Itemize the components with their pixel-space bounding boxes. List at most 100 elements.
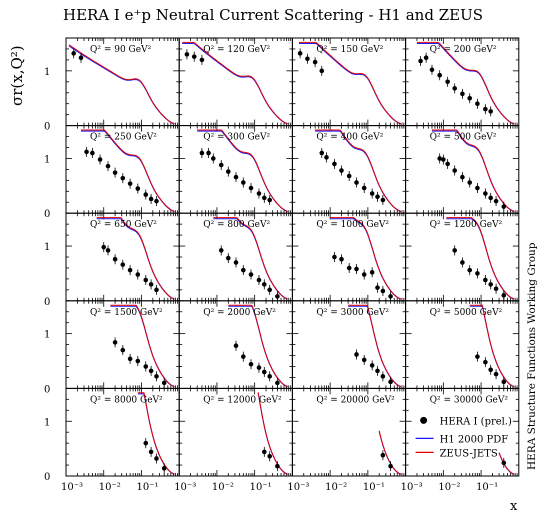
q2-label: Q² = 650 GeV²: [90, 220, 157, 230]
data-point: [256, 365, 262, 370]
data-point: [460, 260, 465, 265]
data-point: [71, 51, 77, 56]
q2-label: Q² = 500 GeV²: [430, 133, 497, 143]
data-point: [191, 54, 197, 59]
q2-label: Q² = 250 GeV²: [90, 133, 157, 143]
data-point: [483, 277, 488, 283]
data-point: [380, 288, 386, 294]
data-point: [275, 380, 280, 386]
q2-label: Q² = 8000 GeV²: [90, 395, 163, 405]
q2-label: Q² = 1200 GeV²: [430, 220, 503, 230]
data-point: [256, 191, 262, 196]
data-point: [148, 449, 154, 455]
y-tick-label: 0: [44, 122, 50, 133]
data-point: [312, 59, 318, 65]
data-point: [112, 256, 118, 262]
data-point: [148, 282, 154, 287]
data-point: [339, 168, 344, 173]
data-point: [218, 162, 224, 168]
h1-pdf-curve: [213, 218, 288, 300]
data-point: [120, 347, 126, 353]
data-point: [112, 170, 118, 175]
h1-pdf-curve: [68, 45, 175, 125]
data-point: [248, 362, 254, 367]
data-point: [388, 294, 393, 299]
data-point: [483, 106, 488, 112]
data-point: [483, 359, 488, 365]
data-point: [441, 157, 446, 162]
x-tick-label: 10⁻²: [99, 482, 121, 493]
data-point: [127, 267, 133, 273]
data-point: [84, 149, 89, 155]
data-point: [319, 68, 325, 74]
data-point: [233, 260, 239, 265]
y-tick-label: 0: [44, 297, 50, 308]
data-point: [267, 197, 272, 203]
data-point: [199, 57, 205, 63]
q2-label: Q² = 20000 GeV²: [316, 395, 395, 405]
data-point: [375, 194, 380, 200]
data-point: [445, 79, 450, 85]
zeus-jets-curve: [315, 129, 402, 212]
data-point: [375, 368, 380, 374]
data-point: [488, 109, 493, 114]
data-point: [475, 185, 480, 191]
data-point: [380, 452, 386, 458]
data-point: [248, 272, 254, 277]
data-point: [261, 369, 267, 375]
q2-label: Q² = 2000 GeV²: [203, 308, 276, 318]
data-point: [275, 463, 280, 469]
q2-label: Q² = 120 GeV²: [203, 45, 270, 55]
h1-pdf-curve: [182, 43, 288, 125]
legend-label-zeus: ZEUS-JETS: [440, 448, 498, 459]
data-point: [120, 175, 126, 181]
data-point: [267, 374, 272, 379]
data-point: [161, 466, 167, 471]
x-tick-label: 10⁻³: [287, 482, 309, 493]
y-tick-label: 1: [44, 67, 50, 78]
data-point: [452, 248, 457, 253]
data-point: [241, 354, 246, 359]
data-point: [154, 456, 159, 461]
data-point: [423, 55, 429, 61]
h1-pdf-curve: [299, 43, 402, 125]
data-point: [369, 191, 375, 196]
x-tick-label: 10⁻¹: [250, 482, 272, 493]
data-point: [218, 248, 224, 253]
zeus-jets-curve: [469, 304, 515, 387]
data-point: [380, 197, 386, 203]
data-point: [154, 374, 159, 379]
q2-label: Q² = 1500 GeV²: [90, 308, 163, 318]
y-tick-label: 1: [44, 242, 50, 253]
q2-label: Q² = 1000 GeV²: [316, 220, 389, 230]
zeus-jets-curve: [378, 430, 402, 475]
data-point: [501, 379, 507, 385]
q2-label: Q² = 90 GeV²: [90, 45, 152, 55]
data-point: [388, 463, 393, 469]
y-tick-label: 1: [44, 154, 50, 165]
zeus-jets-curve: [446, 217, 515, 300]
data-point: [361, 357, 367, 363]
data-point: [105, 163, 111, 169]
data-point: [354, 180, 359, 185]
zeus-jets-curve: [137, 392, 175, 475]
zeus-jets-curve: [81, 129, 175, 212]
data-point: [97, 157, 103, 162]
data-point: [143, 364, 149, 369]
data-point: [120, 262, 126, 267]
data-point: [261, 282, 267, 287]
y-tick-label: 0: [44, 209, 50, 220]
data-point: [460, 91, 465, 97]
data-point: [332, 254, 337, 260]
data-point: [241, 267, 246, 273]
data-point: [452, 86, 457, 91]
data-point: [429, 67, 435, 73]
data-point: [161, 380, 167, 386]
q2-label: Q² = 12000 GeV²: [203, 395, 282, 405]
data-point: [135, 358, 141, 364]
q2-label: Q² = 400 GeV²: [316, 133, 383, 143]
data-point: [248, 185, 254, 191]
x-tick-label: 10⁻¹: [136, 482, 158, 493]
x-tick-label: 10⁻³: [401, 482, 423, 493]
